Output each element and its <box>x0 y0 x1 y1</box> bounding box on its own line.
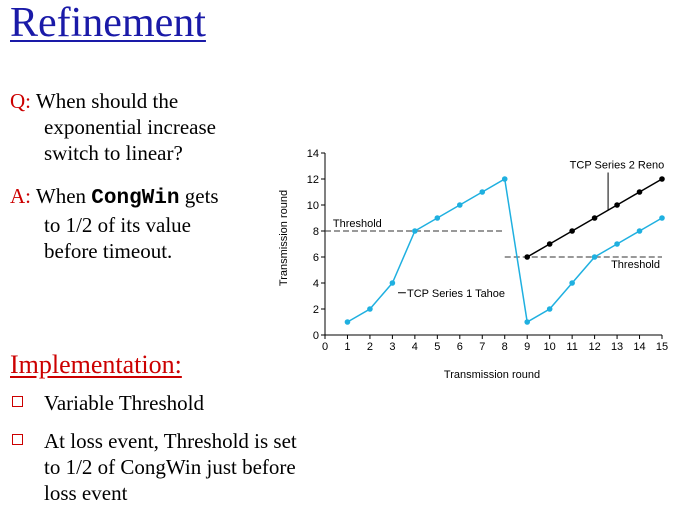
bullet-2-line-1: At loss event, Threshold is set <box>44 429 297 453</box>
x-tick-label: 2 <box>367 341 373 353</box>
answer-label: A: <box>10 184 31 208</box>
question-line-1: When should the <box>35 89 179 113</box>
y-tick-label: 12 <box>307 174 319 186</box>
threshold-label: Threshold <box>611 259 660 271</box>
question-block: Q: When should the exponential increase … <box>10 88 216 166</box>
data-point <box>479 189 486 195</box>
x-tick-label: 9 <box>524 341 530 353</box>
data-point <box>569 280 575 286</box>
x-axis-label: Transmission round <box>444 369 540 381</box>
answer-line-1-post: gets <box>179 184 219 208</box>
bullet-2-line-3: loss event <box>44 481 128 505</box>
data-point <box>389 280 396 286</box>
x-tick-label: 14 <box>633 341 645 353</box>
data-point <box>457 202 463 208</box>
x-tick-label: 5 <box>434 341 440 353</box>
congwin-code: CongWin <box>91 187 180 210</box>
y-tick-label: 2 <box>313 304 319 316</box>
y-tick-label: 8 <box>313 226 319 238</box>
data-point <box>659 176 665 182</box>
answer-line-2: to 1/2 of its value <box>44 213 191 237</box>
data-point <box>636 228 643 234</box>
y-tick-label: 6 <box>313 252 319 264</box>
question-label: Q: <box>10 89 31 113</box>
answer-line-1-pre: When <box>35 184 92 208</box>
data-point <box>524 319 530 325</box>
threshold-label: Threshold <box>333 218 382 230</box>
bullet-item-1: Variable Threshold <box>12 390 204 416</box>
data-point <box>659 215 665 221</box>
x-tick-label: 8 <box>502 341 508 353</box>
data-point <box>614 202 620 208</box>
data-point <box>591 254 598 260</box>
answer-block: A: When CongWin gets to 1/2 of its value… <box>10 183 219 264</box>
bullet-2-line-2: to 1/2 of CongWin just before <box>44 455 296 479</box>
bullet-box-icon <box>12 396 23 407</box>
data-point <box>524 254 530 260</box>
implementation-heading: Implementation: <box>10 350 182 379</box>
data-point <box>614 241 620 247</box>
data-point <box>434 215 441 221</box>
bullet-box-icon <box>12 434 23 445</box>
y-tick-label: 0 <box>313 330 319 342</box>
data-point <box>367 306 373 312</box>
x-tick-label: 1 <box>344 341 350 353</box>
y-axis-label: Transmission round <box>278 190 290 286</box>
x-tick-label: 15 <box>656 341 668 353</box>
data-point <box>591 215 598 221</box>
data-point <box>344 319 351 325</box>
x-tick-label: 7 <box>479 341 485 353</box>
y-tick-label: 14 <box>307 148 319 160</box>
x-tick-label: 6 <box>457 341 463 353</box>
y-tick-label: 10 <box>307 200 319 212</box>
x-tick-label: 4 <box>412 341 418 353</box>
reno-series-label: TCP Series 2 Reno <box>570 160 665 172</box>
question-line-3: switch to linear? <box>44 141 183 165</box>
x-tick-label: 12 <box>588 341 600 353</box>
tahoe-series-label: TCP Series 1 Tahoe <box>407 288 505 300</box>
slide-title: Refinement <box>10 0 206 46</box>
bullet-item-2: At loss event, Threshold is set to 1/2 o… <box>12 428 297 506</box>
data-point <box>501 176 508 182</box>
x-tick-label: 10 <box>544 341 556 353</box>
y-tick-label: 4 <box>313 278 319 290</box>
question-line-2: exponential increase <box>44 115 216 139</box>
data-point <box>569 228 575 234</box>
x-tick-label: 0 <box>322 341 328 353</box>
series-line-1 <box>347 177 663 324</box>
x-tick-label: 13 <box>611 341 623 353</box>
x-tick-label: 11 <box>566 341 577 353</box>
data-point <box>546 241 553 247</box>
answer-line-3: before timeout. <box>44 239 173 263</box>
x-tick-label: 3 <box>389 341 395 353</box>
bullet-1-line-1: Variable Threshold <box>44 391 204 415</box>
data-point <box>412 228 418 234</box>
data-point <box>546 306 553 312</box>
data-point <box>636 189 643 195</box>
